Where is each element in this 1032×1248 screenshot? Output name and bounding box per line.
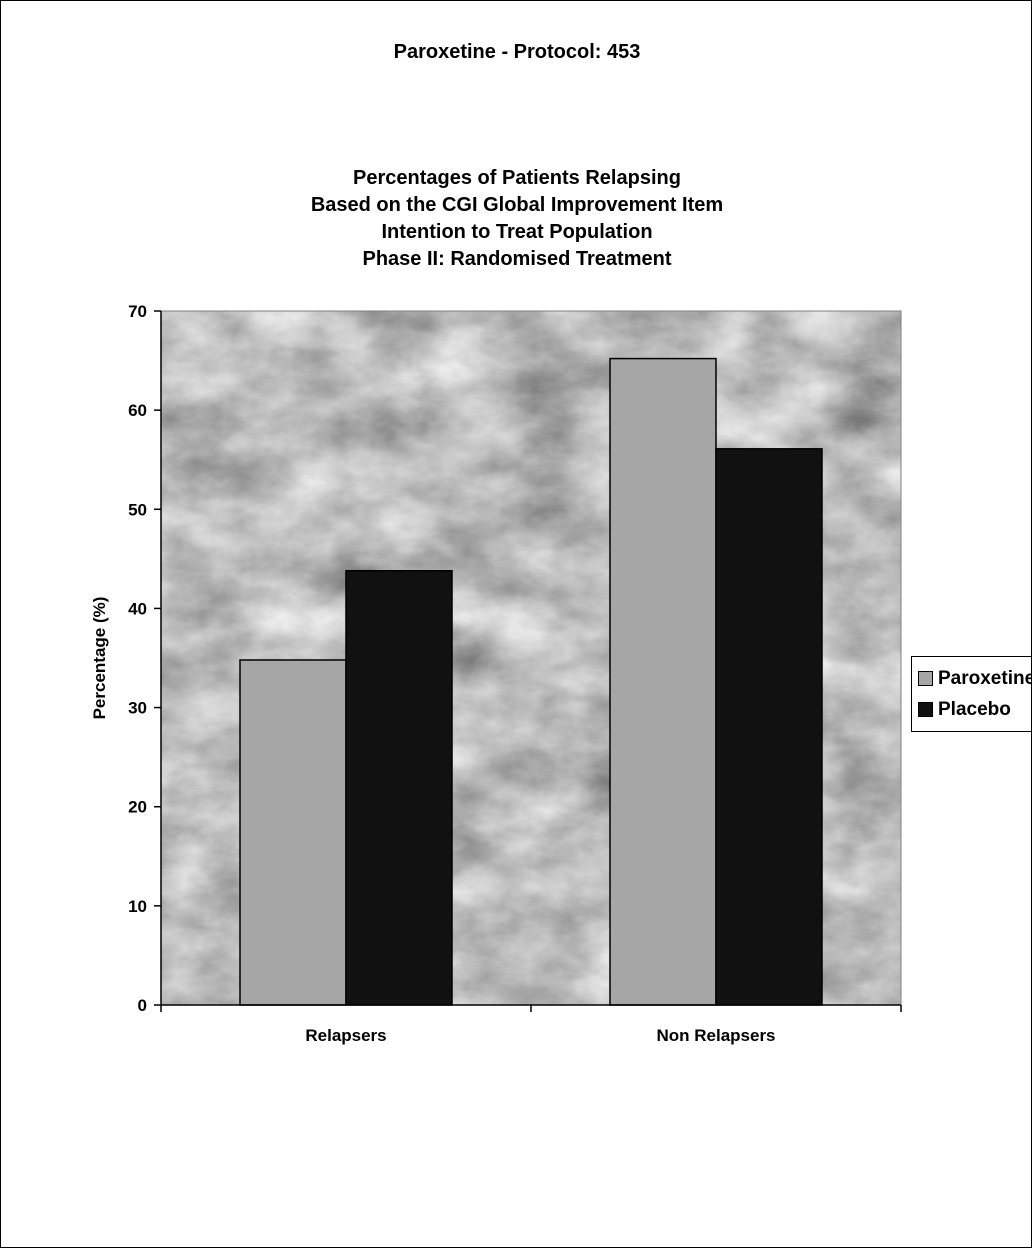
chart-title-line-4: Phase II: Randomised Treatment (362, 248, 672, 270)
x-category-label: Relapsers (305, 1026, 386, 1045)
legend-swatch-paroxetine (918, 671, 933, 686)
axes-group (154, 310, 902, 1012)
legend-swatch-placebo (918, 702, 933, 717)
chart-title-line-2: Based on the CGI Global Improvement Item (310, 194, 724, 216)
y-tick-label: 0 (138, 996, 147, 1015)
chart-title-line-1: Percentages of Patients Relapsing (353, 167, 681, 189)
chart-title-line-3: Intention to Treat Population (381, 221, 653, 243)
y-tick-label: 50 (128, 500, 147, 519)
y-tick-label: 30 (128, 699, 147, 718)
y-tick-label: 60 (128, 401, 147, 420)
y-tick-label: 40 (128, 599, 147, 618)
protocol-title: Paroxetine - Protocol: 453 (393, 41, 641, 63)
y-tick-label: 70 (128, 302, 147, 321)
y-axis-title: Percentage (%) (90, 597, 109, 720)
chart-title: Percentages of Patients Relapsing Based … (1, 165, 1031, 273)
legend: Paroxetine Placebo (911, 656, 1032, 732)
legend-label-placebo: Placebo (938, 698, 1011, 720)
bars-group (239, 357, 823, 1006)
y-tick-label: 20 (128, 798, 147, 817)
legend-item-placebo: Placebo (918, 694, 1031, 725)
bar-paroxetine-non-relapsers (609, 357, 717, 1006)
y-tick-label: 10 (128, 897, 147, 916)
bar-placebo-relapsers (345, 570, 453, 1006)
legend-item-paroxetine: Paroxetine (918, 663, 1032, 694)
legend-label-paroxetine: Paroxetine (938, 667, 1032, 689)
bar-placebo-non-relapsers (715, 448, 823, 1006)
bar-paroxetine-relapsers (239, 659, 347, 1006)
x-category-label: Non Relapsers (656, 1026, 775, 1045)
labels-group: 0 10 20 30 40 50 60 70 Relapsers Non Relapsers Per… (90, 302, 776, 1045)
